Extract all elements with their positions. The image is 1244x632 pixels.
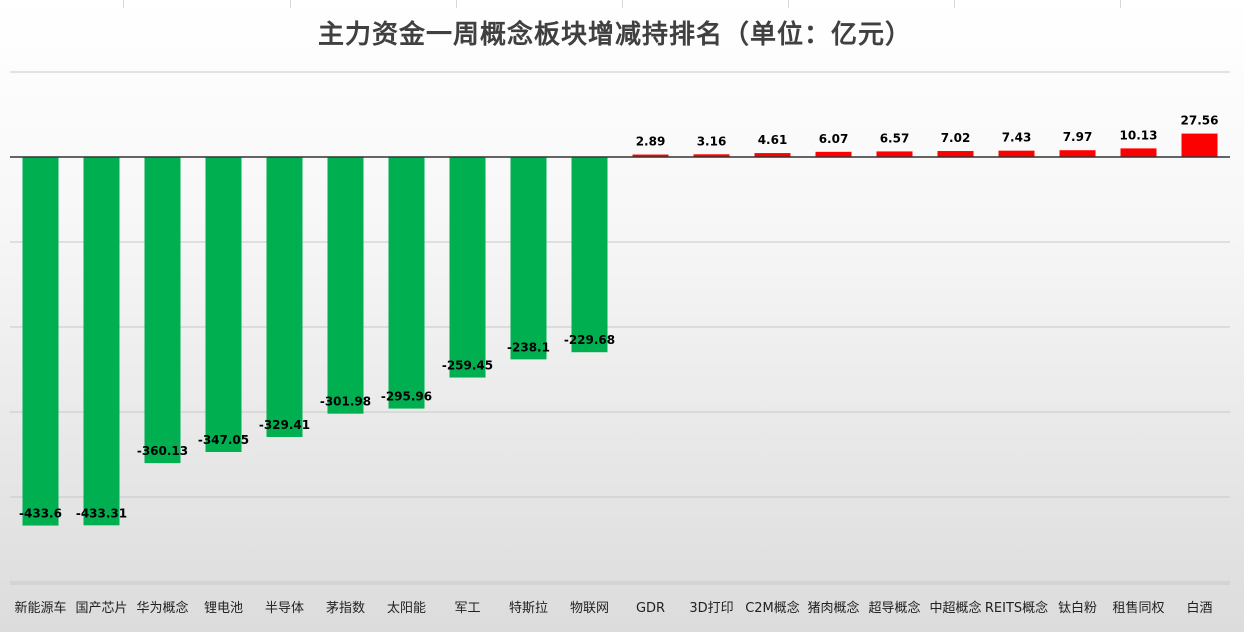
gridlines xyxy=(10,71,1230,585)
category-tick-label: 半导体 xyxy=(265,601,304,616)
category-tick-label: 租售同权 xyxy=(1112,600,1164,616)
bar xyxy=(1120,148,1157,157)
data-label: -433.6 xyxy=(19,507,62,521)
bar xyxy=(571,157,608,353)
data-label: -295.96 xyxy=(381,390,432,404)
category-tick-labels: 新能源车 国产芯片 华为概念 锂电池 半导体 茅指数 太阳能 军工 特斯拉 物联网 GDR 3D打印 C… xyxy=(14,600,1212,616)
data-label: -347.05 xyxy=(198,433,249,447)
category-tick-label: 中超概念 xyxy=(929,600,981,616)
sheet-cell-line xyxy=(290,0,291,8)
sheet-cell-line xyxy=(788,0,789,8)
category-tick-label: 钛白粉 xyxy=(1058,600,1097,616)
bar xyxy=(998,150,1035,157)
data-labels: -433.6 -433.31 -360.13 -347.05 -329.41 -301.9… xyxy=(19,114,1218,521)
bar xyxy=(876,151,913,157)
category-tick-label: 华为概念 xyxy=(136,600,188,616)
data-label: 6.07 xyxy=(819,132,849,146)
category-tick-label: REITS概念 xyxy=(985,600,1048,616)
bar xyxy=(1181,133,1218,157)
category-tick-label: 3D打印 xyxy=(689,601,733,616)
data-label: -229.68 xyxy=(564,333,615,347)
data-label: 3.16 xyxy=(697,134,727,148)
sheet-cell-line xyxy=(1120,0,1121,8)
category-tick-label: 茅指数 xyxy=(326,601,365,616)
bar xyxy=(693,154,730,157)
chart-title: 主力资金一周概念板块增减持排名（单位：亿元） xyxy=(317,20,912,50)
bar xyxy=(205,157,242,452)
category-tick-label: 物联网 xyxy=(570,601,609,616)
category-tick-label: 锂电池 xyxy=(204,601,243,616)
bar xyxy=(83,157,120,526)
sheet-cell-line xyxy=(622,0,623,8)
data-label: 4.61 xyxy=(758,133,788,147)
sheet-cell-line xyxy=(456,0,457,8)
bar xyxy=(815,151,852,157)
category-tick-label: 军工 xyxy=(454,601,480,616)
bar xyxy=(1059,150,1096,157)
category-tick-label: C2M概念 xyxy=(745,600,800,616)
bar xyxy=(144,157,181,464)
data-label: 27.56 xyxy=(1181,114,1219,128)
category-tick-label: 猪肉概念 xyxy=(807,600,859,616)
data-label: -259.45 xyxy=(442,359,493,373)
category-tick-label: 国产芯片 xyxy=(75,601,127,616)
data-label: 7.97 xyxy=(1063,130,1093,144)
category-tick-label: 白酒 xyxy=(1186,600,1212,616)
bar xyxy=(22,157,59,526)
data-label: -360.13 xyxy=(137,444,188,458)
data-label: -238.1 xyxy=(507,340,550,354)
sheet-cell-line xyxy=(123,0,124,8)
bar xyxy=(754,153,791,157)
bars xyxy=(22,133,1218,526)
data-label: 10.13 xyxy=(1120,128,1158,142)
data-label: -433.31 xyxy=(76,506,127,520)
data-label: 7.02 xyxy=(941,131,971,145)
bar xyxy=(632,154,669,157)
data-label: 6.57 xyxy=(880,131,910,145)
data-label: -329.41 xyxy=(259,418,310,432)
category-tick-label: GDR xyxy=(636,601,665,616)
category-tick-label: 新能源车 xyxy=(14,600,66,616)
bar xyxy=(388,157,425,409)
bar xyxy=(266,157,303,437)
category-tick-label: 特斯拉 xyxy=(509,601,548,616)
data-label: 2.89 xyxy=(636,135,666,149)
data-label: 7.43 xyxy=(1002,131,1032,145)
bar xyxy=(937,151,974,157)
category-tick-label: 太阳能 xyxy=(387,601,426,616)
category-tick-label: 超导概念 xyxy=(868,600,920,616)
bar xyxy=(327,157,364,414)
bar xyxy=(449,157,486,378)
sheet-cell-line xyxy=(954,0,955,8)
data-label: -301.98 xyxy=(320,395,371,409)
bar xyxy=(510,157,547,360)
